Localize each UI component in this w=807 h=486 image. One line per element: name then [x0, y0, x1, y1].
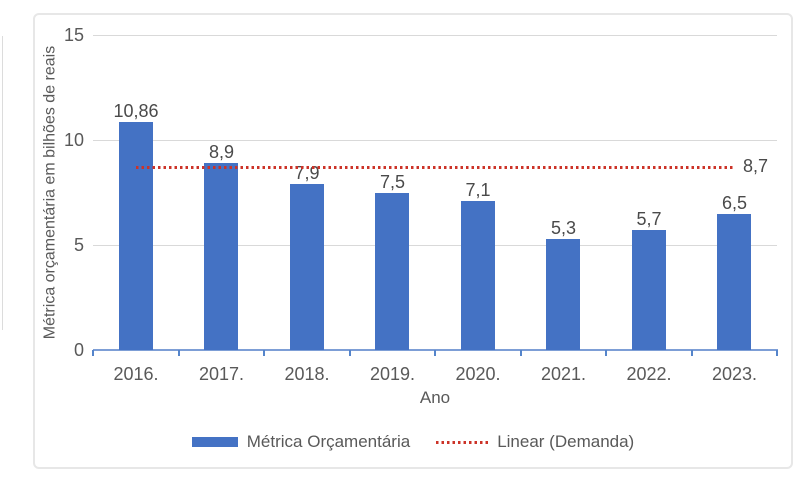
chart-container — [33, 13, 793, 469]
legend-bar-swatch — [191, 437, 238, 447]
legend: Métrica Orçamentária Linear (Demanda) — [33, 431, 793, 453]
legend-label-bars: Métrica Orçamentária — [246, 432, 411, 451]
legend-label-trendline: Linear (Demanda) — [497, 432, 635, 451]
legend-item-bars: Métrica Orçamentária — [191, 432, 411, 452]
legend-item-trendline: Linear (Demanda) — [436, 432, 634, 452]
page-edge-artifact — [2, 36, 3, 330]
legend-trendline-swatch — [436, 440, 489, 444]
